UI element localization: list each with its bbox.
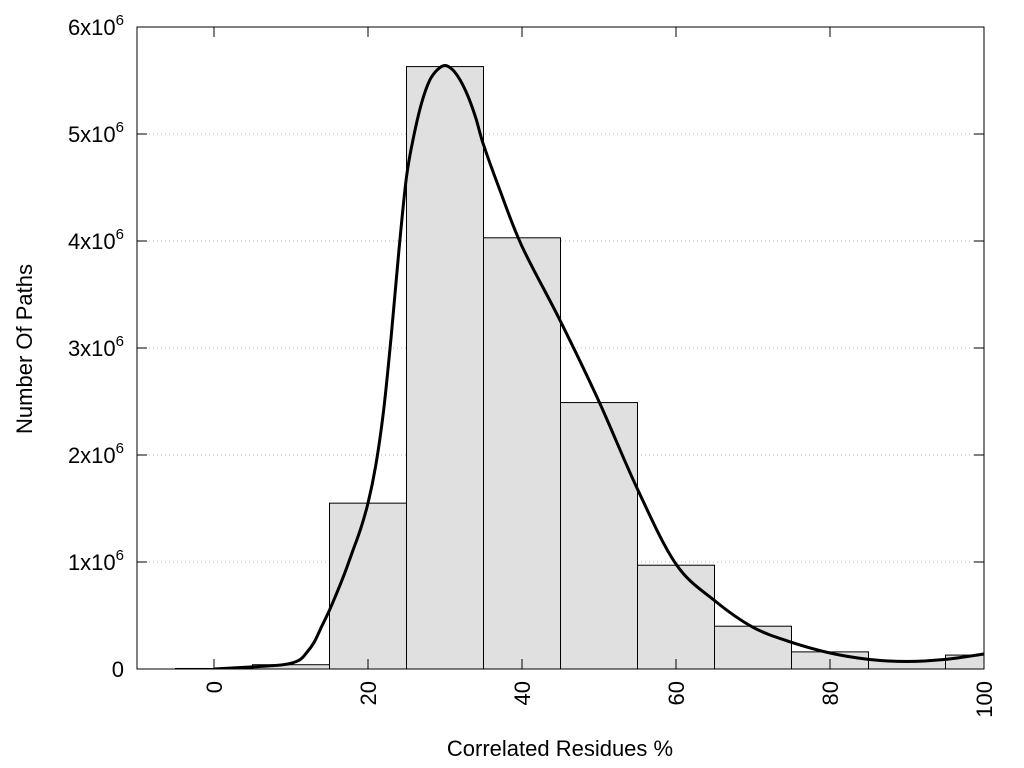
density-curve	[213, 64, 984, 669]
y-axis-ticks: 0 1x106 2x106 3x106 4x106 5x106 6x106	[68, 12, 984, 682]
y-tick-label: 4x106	[68, 226, 124, 254]
x-tick-label: 60	[664, 681, 689, 705]
y-tick-label: 1x106	[68, 547, 124, 575]
x-axis-title: Correlated Residues %	[447, 736, 673, 761]
x-tick-label: 100	[972, 681, 997, 718]
histogram-bar	[560, 402, 638, 669]
x-axis-ticks: 0 20 40 60 80 100	[202, 27, 997, 718]
histogram-bars	[175, 66, 984, 669]
y-tick-label: 3x106	[68, 333, 124, 361]
histogram-bar	[329, 502, 407, 669]
density-curve-line	[213, 64, 984, 669]
y-tick-label: 2x106	[68, 440, 124, 468]
histogram-bar	[406, 66, 484, 669]
x-tick-label: 0	[202, 681, 227, 693]
x-tick-label: 20	[356, 681, 381, 705]
x-tick-label: 80	[818, 681, 843, 705]
histogram-bar	[637, 564, 715, 669]
y-axis-title: Number Of Paths	[12, 264, 37, 434]
x-tick-label: 40	[510, 681, 535, 705]
y-tick-label: 6x106	[68, 12, 124, 40]
histogram-bar	[483, 237, 561, 669]
y-tick-label: 5x106	[68, 119, 124, 147]
y-tick-label: 0	[112, 657, 124, 682]
histogram-bar	[714, 625, 792, 669]
